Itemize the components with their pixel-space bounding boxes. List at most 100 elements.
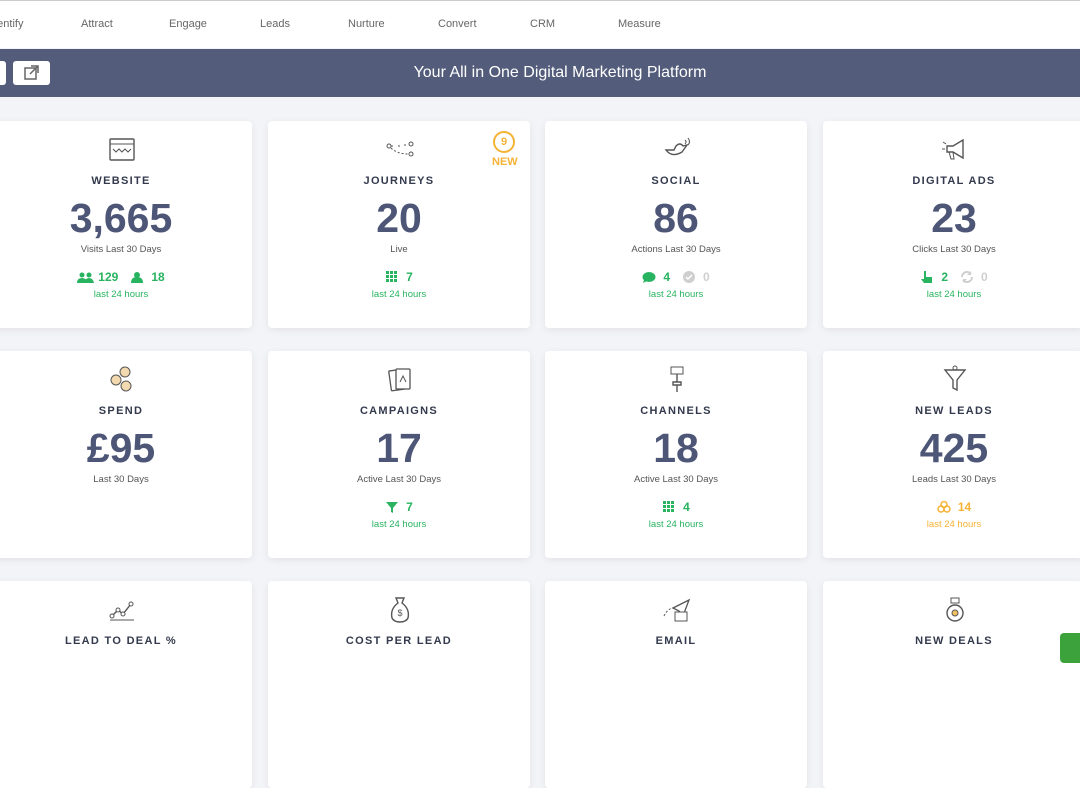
- stat-value: 4: [663, 270, 670, 284]
- card-value: £95: [86, 425, 156, 471]
- card[interactable]: CAMPAIGNS 17 Active Last 30 Days 7 last 24 h…: [268, 351, 530, 558]
- card[interactable]: WEBSITE 3,665 Visits Last 30 Days 129 18 last…: [0, 121, 252, 328]
- new-badge: 9 NEW: [492, 131, 518, 168]
- stat-value: 4: [683, 500, 690, 514]
- card-label: DIGITAL ADS: [912, 175, 996, 187]
- stat: 7: [385, 500, 413, 514]
- stats: 14: [823, 500, 1080, 514]
- nav-item[interactable]: Leads: [260, 18, 290, 30]
- card-icon: [109, 601, 134, 621]
- nav-item[interactable]: Identify: [0, 18, 24, 30]
- stat-icon: [642, 272, 656, 283]
- stat: 0: [960, 270, 988, 284]
- card-label: SPEND: [98, 405, 144, 417]
- stat-value: 129: [98, 270, 119, 284]
- card-caption: Visits Last 30 Days: [80, 244, 162, 255]
- card-caption: Live: [390, 244, 408, 255]
- stat: 2: [920, 270, 948, 284]
- stat-icon: [961, 271, 973, 283]
- card[interactable]: NEW LEADS 425 Leads Last 30 Days 14 last 24 …: [823, 351, 1080, 558]
- card-label: SOCIAL: [651, 175, 701, 187]
- card-icon: [942, 138, 964, 160]
- card-caption: Active Last 30 Days: [357, 474, 441, 485]
- stat-value: 2: [941, 270, 948, 284]
- card-period: last 24 hours: [648, 289, 704, 300]
- stat-icon: [77, 272, 95, 283]
- card-value: 18: [653, 425, 699, 471]
- badge-text: NEW: [492, 156, 518, 168]
- external-link-button[interactable]: [13, 61, 50, 85]
- chat-button[interactable]: [1060, 633, 1080, 663]
- stat: 4: [642, 270, 670, 284]
- stat-icon: [386, 271, 398, 282]
- card-icon: [943, 365, 967, 392]
- card-value: 86: [653, 195, 699, 241]
- card[interactable]: LEAD TO DEAL %: [0, 581, 252, 788]
- card-period: last 24 hours: [648, 519, 704, 530]
- stats: 129 18: [0, 270, 252, 284]
- button[interactable]: [0, 61, 6, 85]
- nav-item[interactable]: Attract: [81, 18, 113, 30]
- stat-icon: [131, 272, 144, 283]
- card-icon: [670, 366, 684, 392]
- card-caption: Last 30 Days: [93, 474, 149, 485]
- card-icon: [664, 137, 690, 156]
- card-icon: [109, 138, 135, 161]
- card[interactable]: SPEND £95 Last 30 Days: [0, 351, 252, 558]
- card-label: JOURNEYS: [363, 175, 435, 187]
- card-label: LEAD TO DEAL %: [65, 635, 177, 647]
- card-icon: [110, 366, 132, 392]
- card-value: 425: [919, 425, 989, 471]
- stat-icon: [683, 271, 695, 283]
- card-icon: $: [390, 597, 410, 623]
- header-bar: Your All in One Digital Marketing Platfo…: [0, 49, 1080, 97]
- card-period: last 24 hours: [371, 289, 427, 300]
- card-period: last 24 hours: [371, 519, 427, 530]
- svg-text:$: $: [397, 608, 402, 618]
- stat-value: 18: [151, 270, 165, 284]
- nav-item[interactable]: Nurture: [348, 18, 385, 30]
- card-caption: Actions Last 30 Days: [631, 244, 721, 255]
- top-nav: Identify Attract Engage Leads Nurture Convert…: [0, 0, 1080, 48]
- card-value: 23: [931, 195, 977, 241]
- stat-value: 7: [406, 270, 413, 284]
- stat-value: 7: [406, 500, 413, 514]
- nav-item[interactable]: Engage: [169, 18, 207, 30]
- card[interactable]: EMAIL: [545, 581, 807, 788]
- stats: 7: [268, 270, 530, 284]
- card[interactable]: JOURNEYS 20 Live 9 NEW 7 last 24 hours: [268, 121, 530, 328]
- card-period: last 24 hours: [926, 289, 982, 300]
- card[interactable]: CHANNELS 18 Active Last 30 Days 4 last 24 ho…: [545, 351, 807, 558]
- stat-icon: [937, 501, 951, 513]
- card[interactable]: $ COST PER LEAD: [268, 581, 530, 788]
- badge-count: 9: [493, 131, 515, 153]
- stat: 129: [77, 270, 118, 284]
- nav-item[interactable]: Convert: [438, 18, 477, 30]
- card-label: NEW DEALS: [915, 635, 993, 647]
- card[interactable]: DIGITAL ADS 23 Clicks Last 30 Days 2 0 last 2…: [823, 121, 1080, 328]
- nav-item[interactable]: Measure: [618, 18, 661, 30]
- stat-icon: [921, 271, 933, 283]
- stat-icon: [386, 502, 399, 513]
- card-label: CAMPAIGNS: [359, 405, 439, 417]
- card-icon: [388, 368, 411, 392]
- card-label: EMAIL: [655, 635, 697, 647]
- card-value: 20: [376, 195, 422, 241]
- header-title: Your All in One Digital Marketing Platfo…: [413, 64, 707, 81]
- card[interactable]: SOCIAL 86 Actions Last 30 Days 4 0 last 24 ho…: [545, 121, 807, 328]
- stat-icon: [663, 501, 675, 512]
- card[interactable]: NEW DEALS: [823, 581, 1080, 788]
- stats: 4: [545, 500, 807, 514]
- stat-value: 0: [703, 270, 710, 284]
- card-caption: Active Last 30 Days: [634, 474, 718, 485]
- card-label: COST PER LEAD: [345, 635, 453, 647]
- nav-item[interactable]: CRM: [530, 18, 556, 30]
- stats: 7: [268, 500, 530, 514]
- card-label: WEBSITE: [91, 175, 151, 187]
- card-period: last 24 hours: [93, 289, 149, 300]
- card-caption: Leads Last 30 Days: [912, 474, 996, 485]
- card-icon: [663, 598, 691, 622]
